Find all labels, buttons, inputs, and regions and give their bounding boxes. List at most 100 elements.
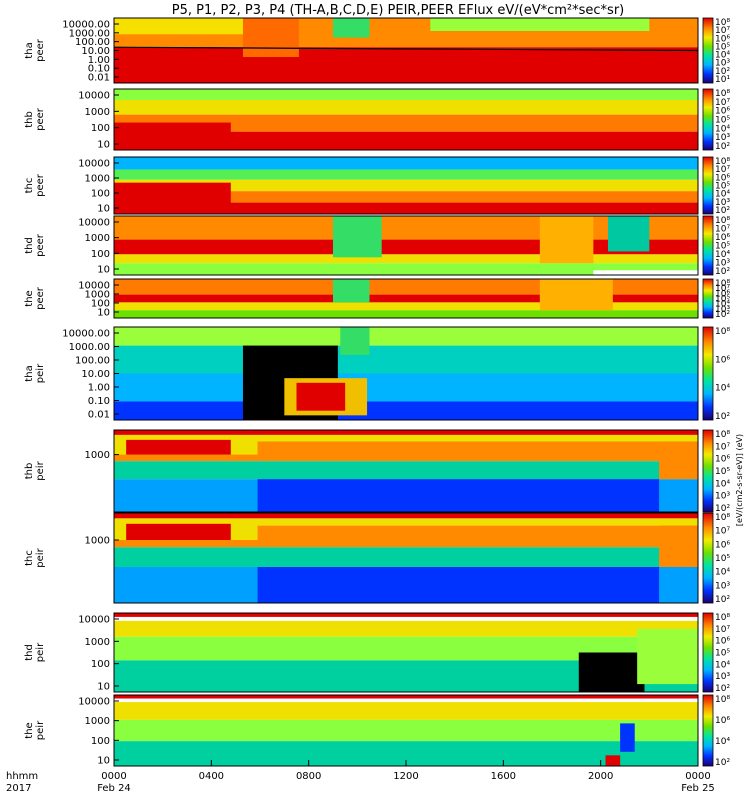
spectrum-region — [257, 479, 660, 512]
panel-ylabel: peer — [35, 107, 46, 131]
colorbar-tick-label: 10⁶ — [715, 637, 730, 647]
panel-ylabel: peer — [35, 173, 46, 197]
panel-ylabel: peir — [35, 460, 46, 480]
colorbar-tick-label: 10³ — [715, 259, 730, 269]
spectrum-band — [114, 613, 698, 617]
colorbar-tick-label: 10⁴ — [715, 124, 730, 134]
y-tick-label: 100.00 — [75, 37, 110, 48]
colorbar — [702, 612, 714, 693]
colorbar-tick-label: 10⁶ — [715, 716, 730, 726]
y-tick-label: 1.00 — [88, 383, 110, 394]
panel-ylabel: peir — [35, 720, 46, 740]
colorbar-tick-label: 10⁷ — [715, 98, 730, 108]
spectrum-region — [659, 525, 698, 567]
spectrum-band — [114, 616, 698, 621]
y-tick-label: 0.01 — [88, 410, 110, 421]
spectrum-band — [114, 47, 698, 83]
spectrum-band — [114, 302, 698, 311]
x-tick-label: 0000 — [101, 771, 126, 782]
colorbar-tick-label: 10² — [715, 206, 730, 216]
panel-tha-peer: tha peer 10000.001000.00100.0010.001.000.1… — [24, 17, 730, 85]
colorbar-tick-label: 10⁸ — [715, 613, 730, 623]
panel-frame — [113, 512, 699, 604]
spectrum-band — [114, 345, 698, 374]
colorbar-tick-label: 10⁷ — [715, 527, 730, 537]
spectrum-region — [114, 122, 231, 144]
panel-frame — [113, 278, 699, 319]
spectrum-band — [114, 401, 698, 420]
colorbar-tick-label: 10⁵ — [715, 116, 730, 126]
y-tick-label: 100 — [91, 736, 110, 747]
colorbar — [702, 156, 714, 215]
colorbar-tick-label: 10⁸ — [715, 513, 730, 523]
colorbar-tick-label: 10⁵ — [715, 554, 730, 564]
panel-ylabel: peer — [35, 233, 46, 257]
colorbar-tick-label: 10³ — [715, 672, 730, 682]
x-tick-date: Feb 25 — [681, 783, 715, 794]
panel-frame — [113, 429, 699, 513]
y-tick-label: 100 — [91, 659, 110, 670]
y-tick-label: 1000.00 — [69, 342, 110, 353]
spectrum-region — [114, 18, 243, 35]
spectrum-region — [607, 216, 650, 252]
spectrum-band — [114, 99, 698, 115]
y-tick-label: 100 — [91, 189, 110, 200]
colorbar — [702, 88, 714, 151]
spectrum-region — [659, 441, 698, 480]
colorbar-tick-label: 10⁵ — [715, 467, 730, 477]
colorbar-tick-label: 10⁶ — [715, 233, 730, 243]
spectrum-region — [539, 216, 594, 264]
colorbar-tick-label: 10⁵ — [715, 242, 730, 252]
colorbar-tick-label: 10⁶ — [715, 107, 730, 117]
colorbar-tick-label: 10⁶ — [715, 173, 730, 183]
colorbar-tick-label: 10² — [715, 595, 730, 605]
panel-ylabel: the — [24, 722, 35, 738]
y-tick-label: 10 — [97, 265, 110, 276]
y-tick-label: 10.00 — [81, 369, 110, 380]
colorbar-tick-label: 10³ — [715, 133, 730, 143]
spectrum-region — [637, 628, 698, 685]
colorbar-tick-label: 10⁴ — [715, 300, 730, 310]
spectrum-region — [539, 279, 613, 311]
spectrum-band — [114, 254, 698, 264]
spectrum-region — [257, 567, 660, 603]
x-tick-label: 0400 — [199, 771, 224, 782]
chart-title: P5, P1, P2, P3, P4 (TH-A,B,C,D,E) PEIR,P… — [172, 3, 625, 18]
spectrum-band — [114, 373, 698, 402]
spectrum-region — [620, 723, 635, 752]
colorbar-tick-label: 10⁸ — [715, 279, 730, 289]
colorbar-tick-label: 10⁷ — [715, 625, 730, 635]
panel-ylabel: tha — [24, 42, 35, 58]
panel-ylabel: thd — [24, 237, 35, 254]
spectrum-band — [114, 525, 698, 548]
colorbar-tick-label: 10² — [715, 412, 730, 422]
y-tick-label: 1000 — [85, 290, 110, 301]
y-tick-label: 10000 — [78, 281, 110, 292]
y-tick-label: 100 — [91, 299, 110, 310]
spectrum-band — [114, 547, 698, 567]
spectrum-band — [114, 636, 698, 661]
colorbar-tick-label: 10² — [715, 142, 730, 152]
colorbar-tick-label: 10⁸ — [715, 216, 730, 226]
colorbar-tick-label: 10² — [715, 310, 730, 320]
time-axis-corner-label: 2017 — [6, 783, 31, 794]
panel-ylabel: tha — [24, 365, 35, 381]
panel-ylabel: the — [24, 290, 35, 306]
x-tick-date: Feb 24 — [97, 783, 131, 794]
panel-ylabel: peir — [35, 642, 46, 662]
colorbar — [702, 512, 714, 604]
colorbar-tick-label: 10⁴ — [715, 250, 730, 260]
spectrum-region — [114, 182, 231, 209]
panel-thb-peer: thb peer 10000 1000 100 10 10⁸10⁷10⁶10⁵10⁴10³1… — [24, 88, 730, 152]
colorbar-tick-label: 10⁴ — [715, 384, 730, 394]
colorbar-tick-label: 10⁴ — [715, 568, 730, 578]
colorbar-label: [eV/(cm2-s-sr-eV)] (eV) — [735, 434, 744, 526]
panel-frame — [113, 156, 699, 215]
spectrum-region — [296, 382, 346, 411]
colorbar-tick-label: 10⁷ — [715, 165, 730, 175]
spectrum-region — [126, 439, 231, 455]
panel-tha-peir: tha peir 10000.00 1000.00 100.00 10.00 1.00 0.1… — [24, 326, 730, 422]
spectrum-region — [333, 216, 382, 258]
y-tick-label: 10 — [97, 204, 110, 215]
